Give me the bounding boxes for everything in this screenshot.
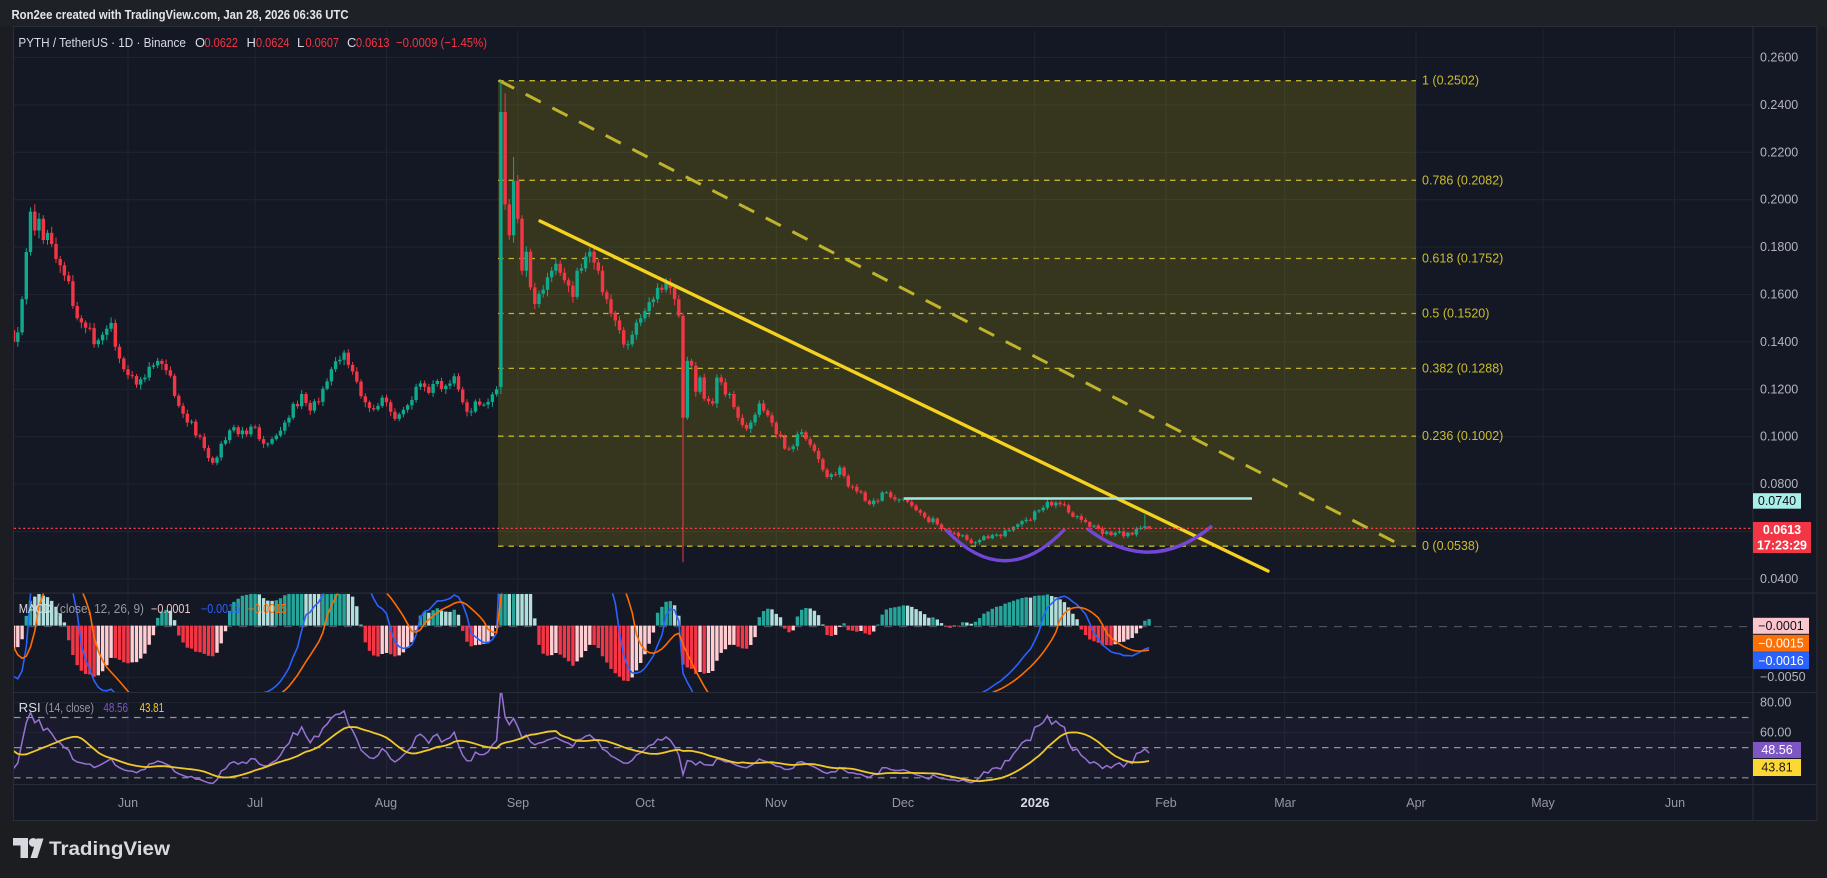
svg-text:0.0800: 0.0800 (1760, 477, 1798, 491)
svg-text:−0.0050: −0.0050 (1760, 670, 1806, 684)
svg-text:Apr: Apr (1406, 796, 1425, 810)
svg-text:0.2400: 0.2400 (1760, 98, 1798, 112)
svg-text:0.1800: 0.1800 (1760, 240, 1798, 254)
svg-text:PYTH / TetherUS · 1D · Binance: PYTH / TetherUS · 1D · Binance O0.0622 H0.… (18, 35, 487, 50)
svg-text:48.56: 48.56 (1761, 743, 1792, 757)
svg-text:MACD(close, 12, 26, 9)−0.0001−: MACD (close, 12, 26, 9) −0.0001 −0.0016 −0.0… (19, 602, 287, 616)
svg-text:−0.0001: −0.0001 (1758, 619, 1804, 633)
svg-text:0.2200: 0.2200 (1760, 145, 1798, 159)
svg-text:0.786 (0.2082): 0.786 (0.2082) (1422, 173, 1503, 187)
svg-text:May: May (1531, 796, 1555, 810)
svg-text:0.1400: 0.1400 (1760, 335, 1798, 349)
svg-text:2026: 2026 (1021, 795, 1050, 810)
svg-text:0.1000: 0.1000 (1760, 430, 1798, 444)
svg-text:Feb: Feb (1155, 796, 1177, 810)
svg-text:Ron2ee created with TradingVie: Ron2ee created with TradingView.com, Jan… (12, 7, 350, 22)
svg-text:80.00: 80.00 (1760, 696, 1791, 710)
svg-text:Aug: Aug (375, 796, 397, 810)
svg-text:0.1200: 0.1200 (1760, 382, 1798, 396)
svg-text:0.618 (0.1752): 0.618 (0.1752) (1422, 252, 1503, 266)
svg-text:0.0740: 0.0740 (1758, 494, 1796, 508)
svg-text:−0.0016: −0.0016 (1758, 654, 1804, 668)
svg-text:0.236 (0.1002): 0.236 (0.1002) (1422, 429, 1503, 443)
svg-text:0.2600: 0.2600 (1760, 51, 1798, 65)
svg-text:0.2000: 0.2000 (1760, 193, 1798, 207)
svg-text:TradingView: TradingView (49, 838, 171, 860)
svg-text:Sep: Sep (507, 796, 529, 810)
svg-text:Jul: Jul (247, 796, 263, 810)
svg-text:0.0400: 0.0400 (1760, 572, 1798, 586)
svg-text:Oct: Oct (635, 796, 655, 810)
svg-text:−0.0015: −0.0015 (1758, 637, 1804, 651)
svg-text:0.5 (0.1520): 0.5 (0.1520) (1422, 307, 1489, 321)
svg-text:1 (0.2502): 1 (0.2502) (1422, 74, 1479, 88)
svg-text:Jun: Jun (118, 796, 138, 810)
svg-text:0.0613: 0.0613 (1763, 523, 1801, 537)
svg-text:60.00: 60.00 (1760, 726, 1791, 740)
svg-text:0.382 (0.1288): 0.382 (0.1288) (1422, 361, 1503, 375)
svg-text:17:23:29: 17:23:29 (1757, 539, 1807, 553)
svg-text:0 (0.0538): 0 (0.0538) (1422, 539, 1479, 553)
svg-text:43.81: 43.81 (1761, 761, 1792, 775)
svg-text:0.1600: 0.1600 (1760, 288, 1798, 302)
svg-text:Mar: Mar (1274, 796, 1296, 810)
svg-text:Dec: Dec (892, 796, 914, 810)
svg-text:Jun: Jun (1665, 796, 1685, 810)
svg-text:Nov: Nov (765, 796, 788, 810)
